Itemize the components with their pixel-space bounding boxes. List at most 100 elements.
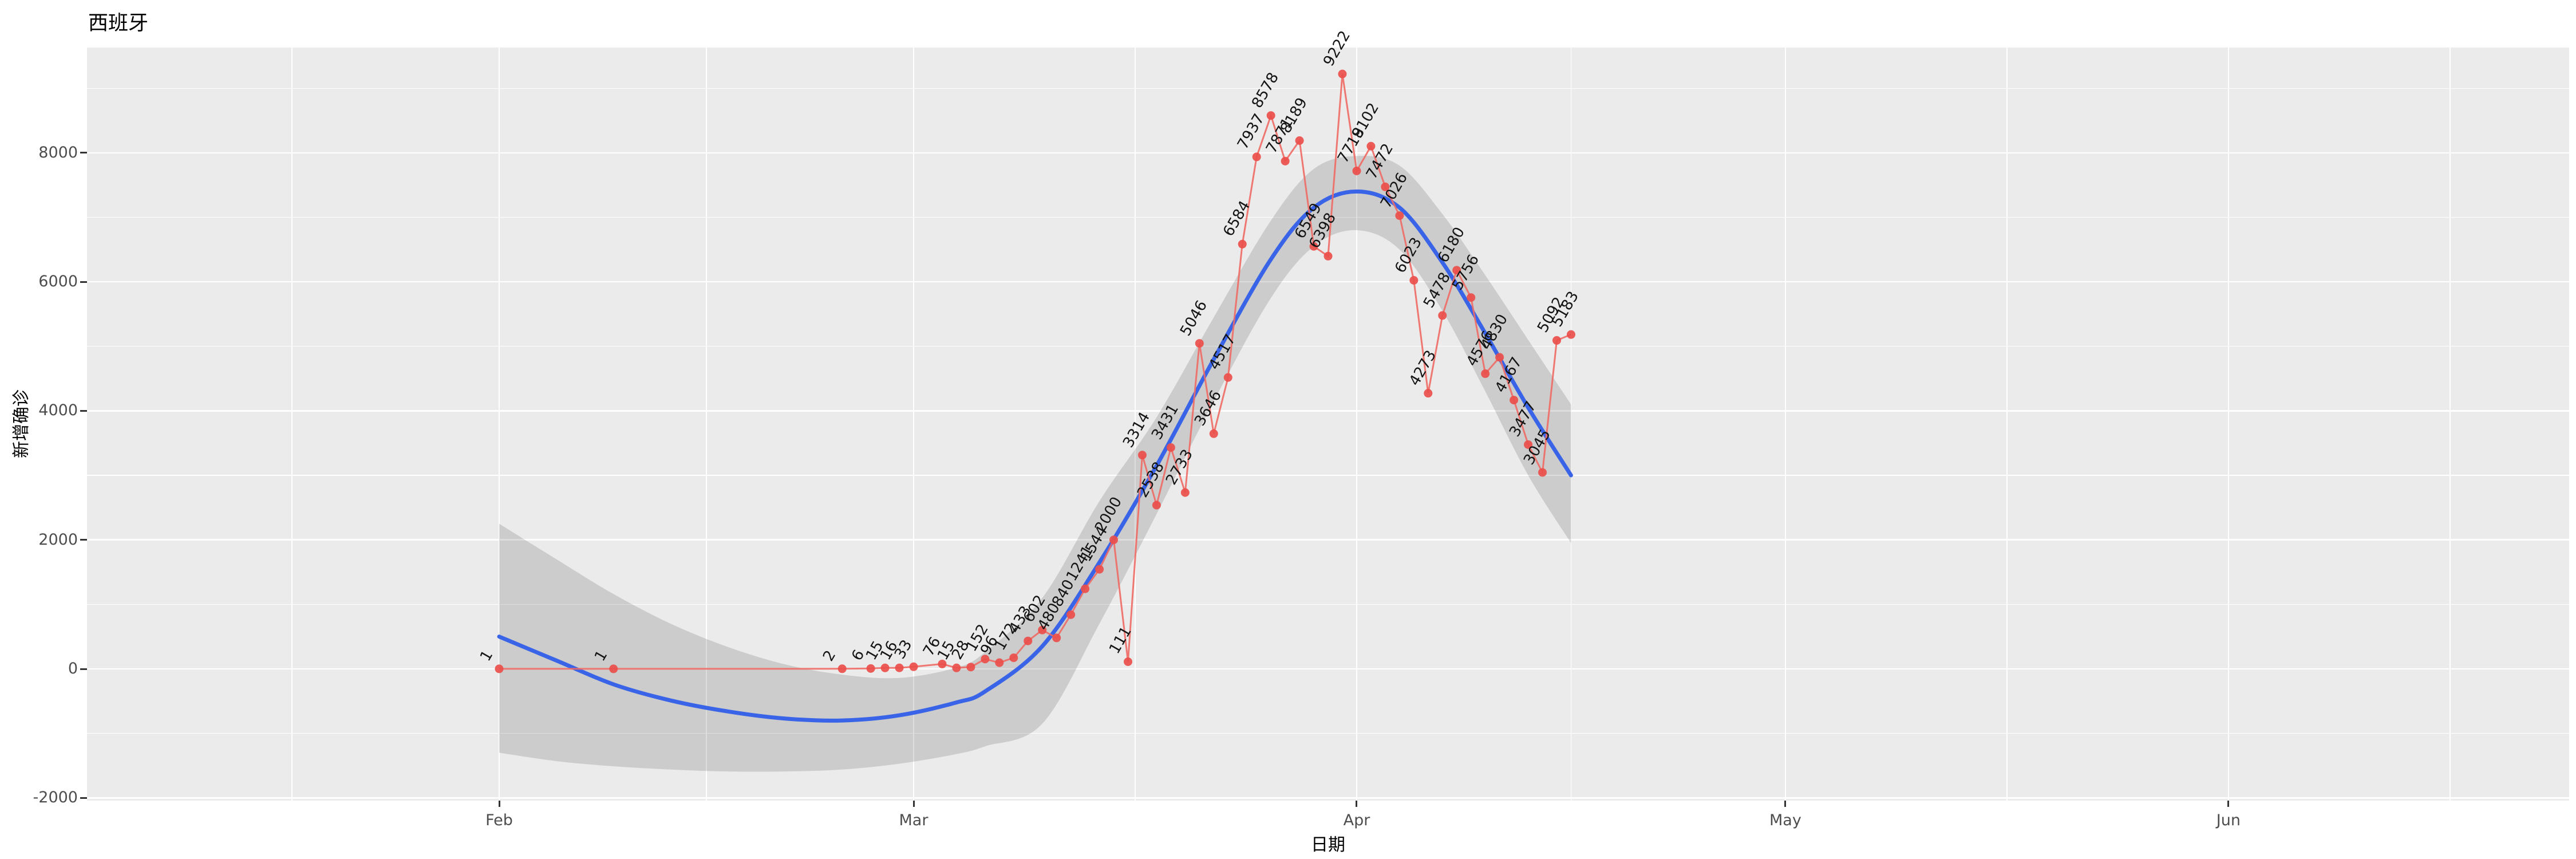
x-tick-mark [912, 801, 915, 807]
gridline-horizontal [87, 88, 2569, 89]
data-point [1566, 330, 1575, 339]
gridline-horizontal [87, 216, 2569, 218]
gridline-horizontal [87, 281, 2569, 283]
plot-panel [87, 48, 2569, 801]
data-point [1481, 369, 1490, 379]
data-point [1137, 451, 1147, 460]
data-point [1323, 251, 1333, 261]
y-tick-label: 2000 [38, 530, 78, 549]
x-tick-mark [1356, 801, 1358, 807]
data-point [966, 663, 975, 672]
data-point [1381, 182, 1390, 191]
data-point [1452, 266, 1461, 275]
data-point [1424, 389, 1433, 398]
data-point [1538, 468, 1547, 477]
gridline-horizontal [87, 733, 2569, 734]
data-point [866, 664, 875, 673]
data-point [1095, 565, 1104, 574]
confidence-ribbon [499, 156, 1571, 772]
gridline-vertical [498, 48, 500, 801]
series-line [499, 73, 1571, 670]
y-tick-label: 4000 [38, 401, 78, 420]
y-tick-mark [80, 409, 87, 412]
y-tick-label: 6000 [38, 273, 78, 291]
data-point [1552, 336, 1561, 345]
y-tick-mark [80, 668, 87, 670]
data-point [1052, 633, 1061, 643]
gridline-vertical [1784, 48, 1787, 801]
y-tick-label: 0 [68, 660, 78, 677]
data-point [1009, 653, 1018, 663]
data-point [895, 663, 904, 672]
data-point [1024, 636, 1033, 645]
data-point [880, 663, 890, 672]
gridline-horizontal [87, 539, 2569, 541]
data-point [1438, 311, 1447, 320]
data-point [952, 663, 961, 672]
y-tick-mark [80, 152, 87, 154]
x-tick-mark [1784, 801, 1787, 807]
data-point [1038, 625, 1047, 635]
data-point [1152, 501, 1161, 510]
data-point [1109, 535, 1119, 545]
data-point [1510, 396, 1519, 405]
data-point [609, 664, 618, 673]
x-axis-title: 日期 [1311, 835, 1345, 855]
data-point [1266, 111, 1275, 120]
gridline-vertical [1356, 48, 1358, 801]
data-point [1366, 141, 1376, 151]
data-point [1495, 353, 1504, 362]
data-point [837, 664, 847, 673]
data-point [1195, 339, 1204, 348]
y-tick-mark [80, 281, 87, 283]
x-tick-label: Mar [899, 811, 929, 829]
gridline-vertical [912, 48, 915, 801]
y-tick-label: -2000 [33, 789, 78, 807]
data-point [1166, 443, 1175, 452]
gridline-vertical [291, 48, 293, 801]
y-tick-mark [80, 539, 87, 541]
gridline-vertical [2227, 48, 2230, 801]
data-point [1338, 69, 1347, 78]
gridline-horizontal [87, 668, 2569, 670]
data-point [1467, 293, 1476, 302]
data-point [1209, 429, 1218, 438]
gridline-horizontal [87, 604, 2569, 605]
x-tick-mark [2227, 801, 2230, 807]
data-point [1309, 242, 1318, 251]
data-point [1524, 440, 1533, 449]
x-tick-label: Feb [485, 811, 513, 829]
data-point [1081, 584, 1090, 593]
y-tick-mark [80, 797, 87, 799]
data-point [995, 658, 1004, 667]
gridline-horizontal [87, 152, 2569, 154]
chart-title: 西班牙 [88, 12, 149, 35]
data-point [1252, 152, 1261, 161]
smooth-fit-line [497, 189, 1573, 723]
data-point [1295, 136, 1304, 145]
data-point [1238, 239, 1247, 249]
x-tick-label: Apr [1343, 811, 1370, 829]
data-point [981, 655, 990, 664]
data-point [495, 664, 504, 673]
data-point [1395, 211, 1404, 220]
data-point [1223, 373, 1232, 382]
data-point [1281, 156, 1290, 166]
x-tick-label: Jun [2216, 811, 2241, 829]
gridline-vertical [2449, 48, 2451, 801]
data-point [1066, 610, 1076, 619]
data-point [938, 659, 947, 668]
x-tick-mark [498, 801, 500, 807]
x-tick-label: May [1769, 811, 1801, 829]
data-point [909, 662, 918, 671]
gridline-vertical [2006, 48, 2008, 801]
data-point [1124, 657, 1133, 666]
gridline-horizontal [87, 410, 2569, 412]
data-point [1352, 166, 1361, 175]
y-axis-title: 新增确诊 [11, 389, 31, 458]
data-point [1409, 276, 1419, 285]
gridline-horizontal [87, 797, 2569, 799]
y-tick-label: 8000 [38, 143, 78, 161]
